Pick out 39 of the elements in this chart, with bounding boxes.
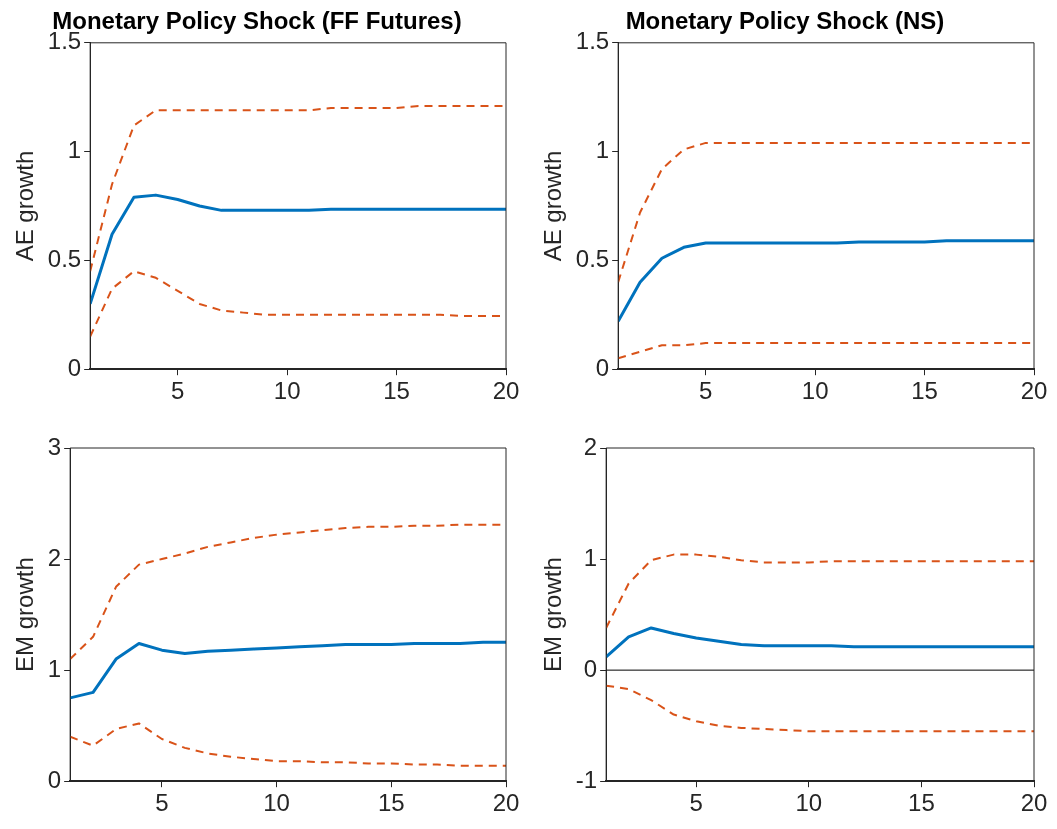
x-tick-label: 20 — [492, 377, 520, 405]
y-tick-label: 2 — [583, 432, 598, 460]
line-series — [70, 722, 506, 767]
x-tick-label: 10 — [263, 789, 290, 817]
x-tick-label: 15 — [911, 377, 938, 405]
y-axis-title: EM growth — [11, 557, 39, 672]
y-tick-label: 0 — [47, 765, 62, 793]
y-tick-label: 0 — [595, 353, 610, 381]
y-tick-label: 0 — [583, 654, 598, 682]
x-tick-label: 5 — [699, 377, 713, 405]
chart-title: Monetary Policy Shock (NS) — [625, 7, 945, 35]
y-tick-label: -1 — [575, 765, 598, 793]
x-tick-label: 20 — [492, 789, 520, 817]
y-tick-label: 0.5 — [575, 245, 610, 273]
y-tick-label: 3 — [47, 432, 62, 460]
x-tick-label: 15 — [377, 789, 405, 817]
x-tick-label: 10 — [795, 789, 823, 817]
x-tick-label: 20 — [1020, 789, 1048, 817]
y-tick-label: 0.5 — [47, 245, 82, 273]
y-tick-label: 1 — [47, 654, 62, 682]
x-tick-label: 5 — [689, 789, 703, 817]
y-tick-label: 1 — [67, 136, 82, 164]
y-tick-label: 0 — [67, 353, 82, 381]
line-series — [606, 553, 1034, 629]
y-tick-label: 1.5 — [575, 27, 610, 55]
x-tick-label: 10 — [801, 377, 829, 405]
y-tick-label: 2 — [47, 543, 62, 571]
x-tick-label: 5 — [171, 377, 185, 405]
y-axis-title: EM growth — [539, 557, 567, 672]
x-tick-label: 5 — [155, 789, 169, 817]
line-series — [606, 684, 1034, 733]
x-tick-label: 15 — [383, 377, 410, 405]
x-tick-label: 10 — [273, 377, 301, 405]
y-axis-title: AE growth — [11, 150, 39, 262]
x-tick-label: 20 — [1020, 377, 1048, 405]
y-axis-title: AE growth — [539, 150, 567, 262]
x-tick-label: 15 — [908, 789, 935, 817]
y-tick-label: 1 — [595, 136, 610, 164]
y-tick-label: 1 — [583, 543, 598, 571]
